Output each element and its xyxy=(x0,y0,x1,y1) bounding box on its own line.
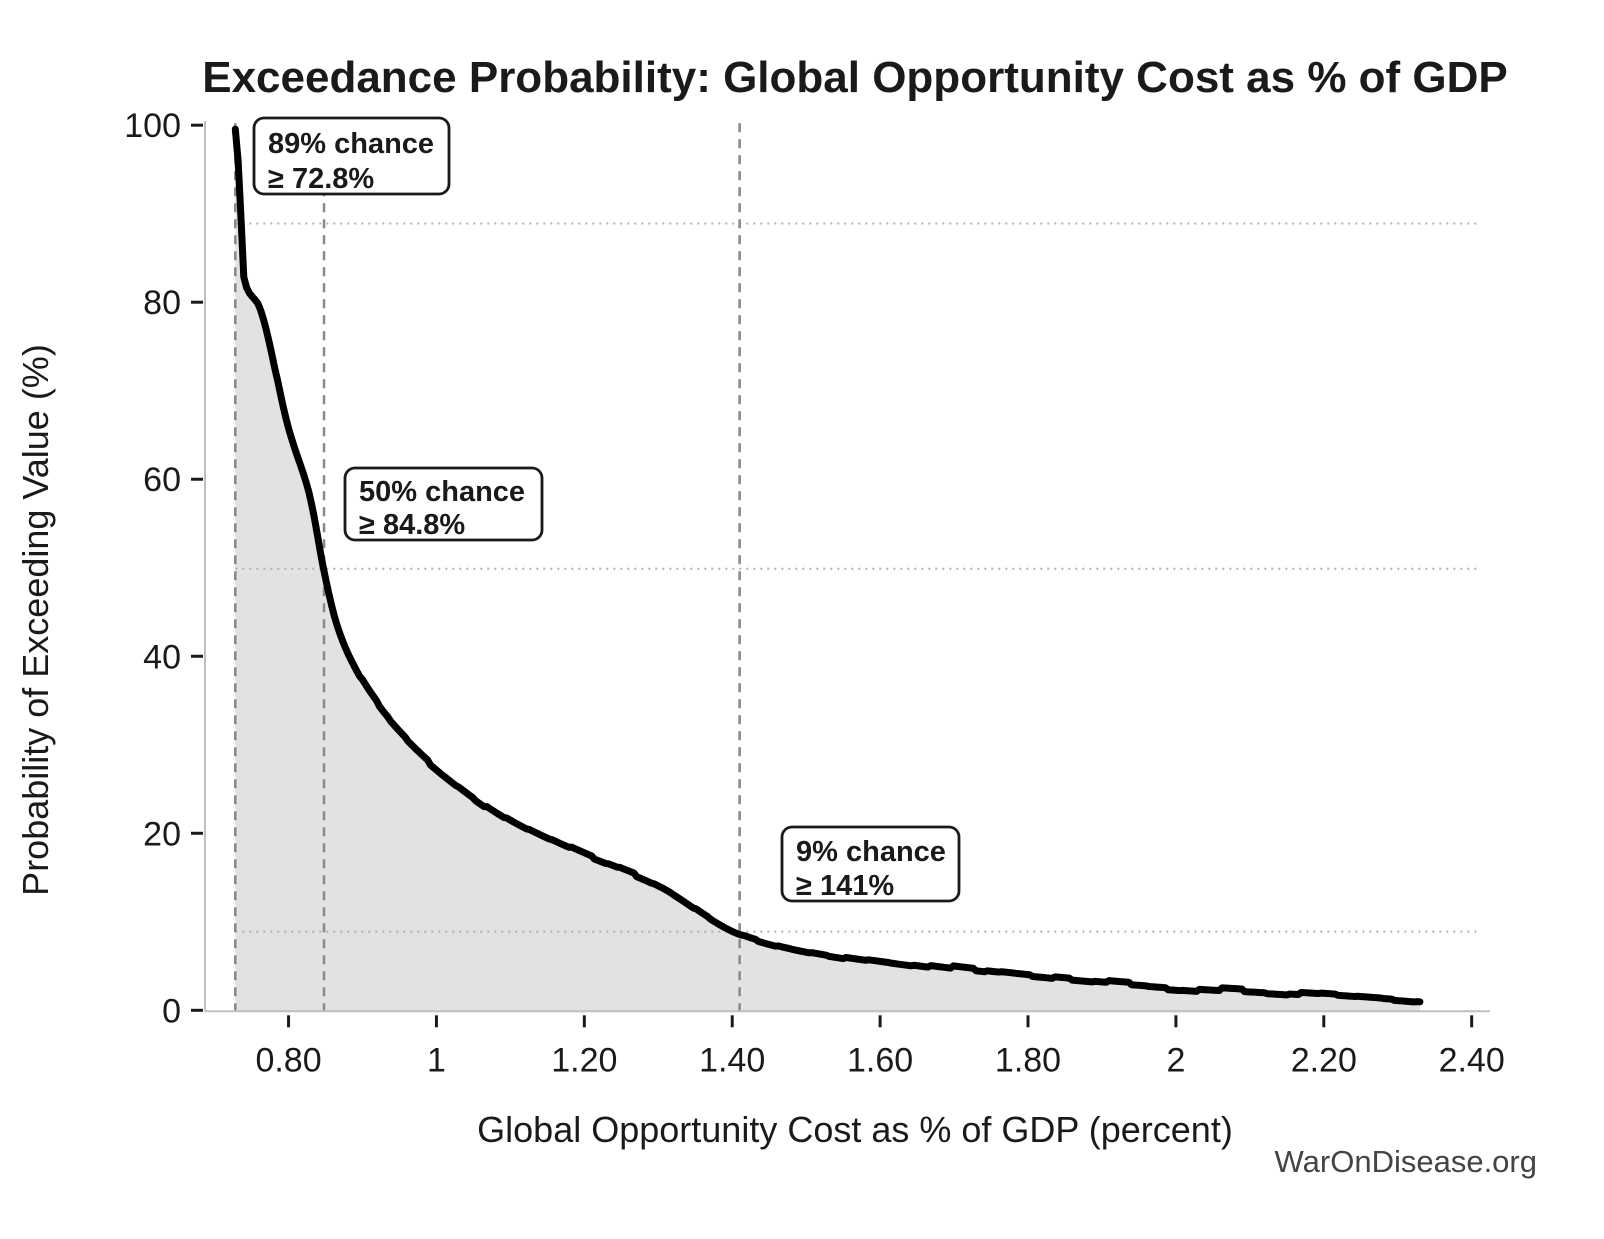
svg-text:89% chance: 89% chance xyxy=(268,128,434,160)
svg-text:50% chance: 50% chance xyxy=(359,476,525,508)
svg-text:2.20: 2.20 xyxy=(1291,1041,1357,1079)
svg-text:0: 0 xyxy=(162,992,181,1030)
svg-text:Probability of Exceeding Value: Probability of Exceeding Value (%) xyxy=(15,344,56,896)
svg-text:0.80: 0.80 xyxy=(255,1041,321,1079)
svg-text:80: 80 xyxy=(143,284,181,322)
svg-text:Global Opportunity Cost as % o: Global Opportunity Cost as % of GDP (per… xyxy=(477,1109,1233,1150)
svg-text:≥ 72.8%: ≥ 72.8% xyxy=(268,163,374,195)
svg-text:40: 40 xyxy=(143,638,181,676)
svg-text:2: 2 xyxy=(1166,1041,1185,1079)
svg-text:9% chance: 9% chance xyxy=(796,836,946,868)
svg-text:1.40: 1.40 xyxy=(699,1041,765,1079)
svg-text:2.40: 2.40 xyxy=(1439,1041,1505,1079)
svg-text:1.20: 1.20 xyxy=(551,1041,617,1079)
svg-text:1.60: 1.60 xyxy=(847,1041,913,1079)
svg-text:Exceedance Probability: Global: Exceedance Probability: Global Opportuni… xyxy=(202,53,1508,102)
svg-text:100: 100 xyxy=(124,107,181,145)
svg-text:1: 1 xyxy=(427,1041,446,1079)
svg-text:60: 60 xyxy=(143,461,181,499)
svg-text:≥ 84.8%: ≥ 84.8% xyxy=(359,509,465,541)
svg-text:20: 20 xyxy=(143,815,181,853)
svg-text:≥ 141%: ≥ 141% xyxy=(796,870,894,902)
svg-text:WarOnDisease.org: WarOnDisease.org xyxy=(1275,1144,1537,1179)
svg-text:1.80: 1.80 xyxy=(995,1041,1061,1079)
